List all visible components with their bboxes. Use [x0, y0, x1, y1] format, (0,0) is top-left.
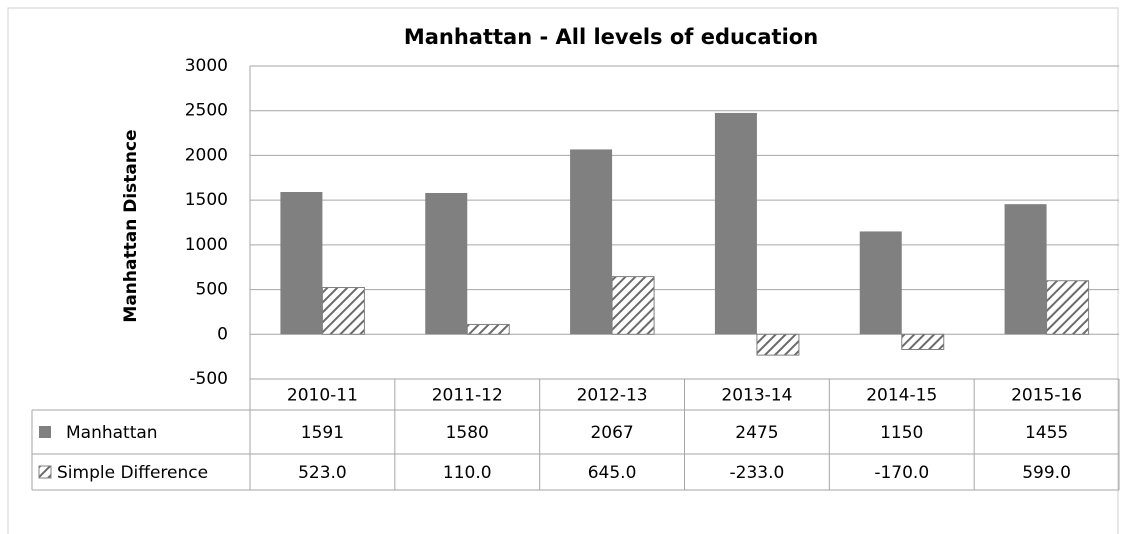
bar: [280, 192, 323, 335]
table-value: 599.0: [1022, 463, 1071, 483]
bar: [466, 323, 510, 335]
table-value: 1591: [301, 423, 344, 443]
y-tick-label: 1500: [185, 190, 228, 210]
y-tick-label: 2000: [185, 145, 228, 165]
bar: [611, 276, 655, 335]
table-value: 523.0: [298, 463, 347, 483]
bar: [570, 149, 613, 335]
bar: [756, 333, 800, 356]
table-value: 2067: [590, 423, 633, 443]
y-tick-label: 2500: [185, 101, 228, 121]
table-value: 1455: [1025, 423, 1068, 443]
x-tick-label: 2014-15: [866, 386, 937, 406]
y-tick-label: 3000: [185, 56, 228, 76]
bar: [859, 231, 902, 335]
chart-title: Manhattan - All levels of education: [404, 25, 818, 49]
bar: [1046, 280, 1090, 335]
bar: [1004, 204, 1047, 335]
legend-key: [38, 465, 52, 479]
table-value: 645.0: [588, 463, 637, 483]
chart-border: [7, 7, 1119, 534]
y-tick-label: 0: [217, 324, 228, 344]
table-value: -233.0: [730, 463, 785, 483]
table-value: 1580: [446, 423, 489, 443]
bar: [901, 333, 945, 350]
legend-label: Manhattan: [66, 423, 158, 443]
bar: [321, 287, 365, 335]
y-tick-label: 1000: [185, 235, 228, 255]
table-value: 110.0: [443, 463, 492, 483]
x-tick-label: 2010-11: [287, 386, 358, 406]
x-tick-label: 2015-16: [1011, 386, 1082, 406]
x-tick-label: 2013-14: [721, 386, 792, 406]
y-axis-label: Manhattan Distance: [121, 129, 141, 322]
y-tick-label: -500: [189, 369, 228, 389]
table-value: 2475: [735, 423, 778, 443]
table-value: 1150: [880, 423, 923, 443]
x-tick-label: 2012-13: [577, 386, 648, 406]
bar: [425, 192, 468, 335]
x-tick-label: 2011-12: [432, 386, 503, 406]
legend-key: [39, 426, 51, 438]
bar: [714, 112, 757, 335]
legend-label: Simple Difference: [57, 463, 208, 483]
y-tick-label: 500: [196, 280, 228, 300]
table-value: -170.0: [874, 463, 929, 483]
